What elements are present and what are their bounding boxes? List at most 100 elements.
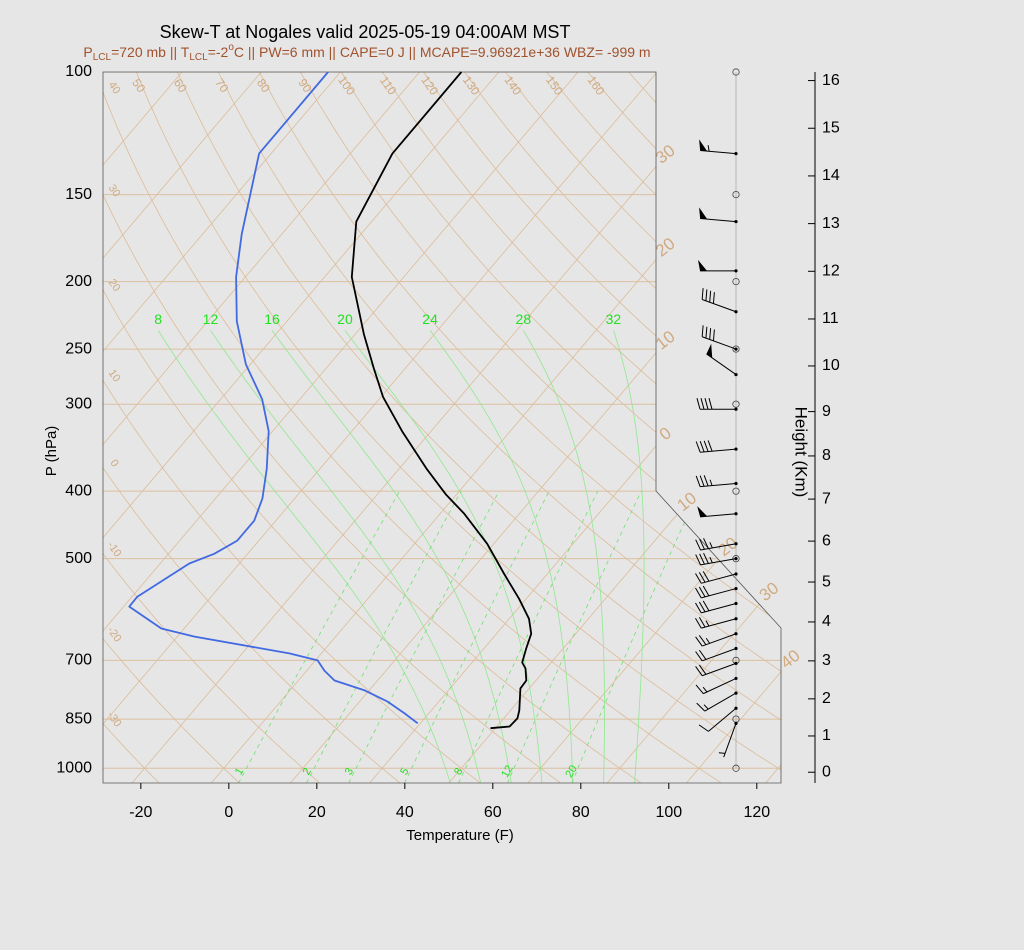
wind-barb: [695, 475, 738, 488]
y2-tick-label: 9: [822, 403, 831, 420]
barb-half: [718, 752, 726, 754]
barb-half: [707, 145, 710, 152]
isotherm-label: 0: [656, 423, 675, 444]
y2-tick-label: 8: [822, 447, 831, 464]
dry-adiabat: [103, 72, 401, 783]
moist-adiabat: [157, 330, 451, 783]
y2-tick-label: 2: [822, 690, 831, 707]
barb-full: [701, 325, 704, 337]
barb-flag: [699, 207, 708, 220]
y2-tick-label: 7: [822, 490, 831, 507]
y-tick-label: 1000: [56, 759, 92, 776]
wind-barb: [695, 676, 738, 695]
subtitle-part: LCL: [189, 52, 208, 63]
barb-full: [695, 651, 703, 662]
dry-adiabat: [176, 72, 781, 783]
y2-tick-label: 14: [822, 167, 840, 184]
wind-barb: [701, 288, 738, 314]
level-circle: [732, 277, 740, 286]
subtitle-part: =720 mb || T: [111, 44, 190, 60]
y2-tick-label: 3: [822, 652, 831, 669]
dry-adiabat-label: 10: [106, 367, 123, 384]
y2-tick-label: 4: [822, 613, 831, 630]
y2-tick-label: 1: [822, 727, 831, 744]
subtitle-part: P: [83, 44, 92, 60]
background-lines: [103, 72, 781, 783]
moist-adiabat-label: 32: [606, 311, 622, 327]
barb-full: [695, 636, 703, 647]
barb-full: [699, 475, 705, 487]
barb-shaft: [701, 603, 737, 614]
mixing-ratio-line: [238, 490, 400, 783]
barb-shaft: [700, 483, 737, 488]
barb-full: [695, 475, 701, 487]
subtitle-part: C || PW=6 mm || CAPE=0 J || MCAPE=9.9692…: [234, 44, 651, 60]
isotherm: [103, 72, 341, 783]
barb-shaft: [701, 588, 737, 599]
dry-adiabat: [382, 72, 781, 783]
barb-half: [702, 686, 708, 693]
barb-full: [698, 572, 706, 583]
dry-adiabat: [341, 72, 781, 783]
chart-subtitle: PLCL=720 mb || TLCL=-2oC || PW=6 mm || C…: [83, 42, 650, 63]
barb-full: [698, 616, 706, 628]
barb-full: [704, 398, 709, 410]
wind-barb: [718, 721, 738, 758]
level-circle: [732, 764, 740, 772]
barb-full: [698, 601, 706, 613]
y2-tick-label: 15: [822, 119, 840, 136]
wind-barb: [701, 325, 738, 351]
barb-full: [701, 288, 704, 300]
isotherm-label: 10: [674, 488, 701, 515]
dry-adiabat: [135, 72, 781, 783]
isotherm: [606, 72, 781, 783]
barb-full: [698, 724, 709, 732]
moist-adiabat-label: 28: [516, 311, 532, 327]
barb-half: [705, 620, 710, 627]
mixing-ratio-label: 12: [499, 763, 516, 780]
dewpoint-line: [128, 71, 419, 725]
barb-full: [712, 329, 715, 341]
barb-full: [696, 398, 701, 410]
dry-adiabat: [103, 72, 240, 783]
y2-tick-label: 6: [822, 532, 831, 549]
dry-adiabat: [103, 72, 642, 783]
y2-tick-label: 11: [822, 310, 839, 327]
y-tick-label: 150: [65, 186, 92, 203]
wind-barb: [696, 691, 738, 712]
chart-title: Skew-T at Nogales valid 2025-05-19 04:00…: [160, 22, 571, 42]
subtitle-part: =-2: [208, 44, 229, 60]
barb-half: [709, 556, 713, 564]
isotherm: [103, 72, 500, 783]
y2-tick-label: 12: [822, 263, 840, 280]
dry-adiabat: [218, 72, 781, 783]
barb-full: [698, 649, 707, 660]
level-circle: [732, 487, 740, 495]
moist-adiabat-label: 8: [154, 311, 162, 327]
moist-adiabat: [344, 330, 543, 783]
barb-shaft: [700, 543, 737, 551]
barb-full: [702, 571, 710, 582]
mixing-ratio-label: 2: [301, 766, 314, 777]
isotherm: [103, 72, 262, 783]
wind-barb: [695, 616, 738, 629]
y-tick-label: 100: [65, 63, 92, 80]
x-tick-label: 120: [743, 804, 770, 821]
dry-adiabat: [259, 72, 781, 783]
barb-shaft: [702, 633, 737, 647]
barb-full: [705, 289, 708, 301]
moist-adiabat: [210, 330, 482, 783]
y-tick-label: 700: [65, 652, 92, 669]
isotherm: [103, 72, 420, 783]
barb-full: [702, 585, 710, 597]
barb-full: [695, 666, 703, 677]
barb-full: [698, 635, 707, 646]
barb-flag: [706, 343, 713, 358]
dry-adiabat: [103, 72, 160, 783]
dry-adiabat: [103, 72, 722, 783]
x-tick-label: 0: [224, 804, 233, 821]
barb-full: [709, 290, 712, 303]
barb-shaft: [701, 573, 737, 584]
barb-full: [700, 398, 705, 410]
